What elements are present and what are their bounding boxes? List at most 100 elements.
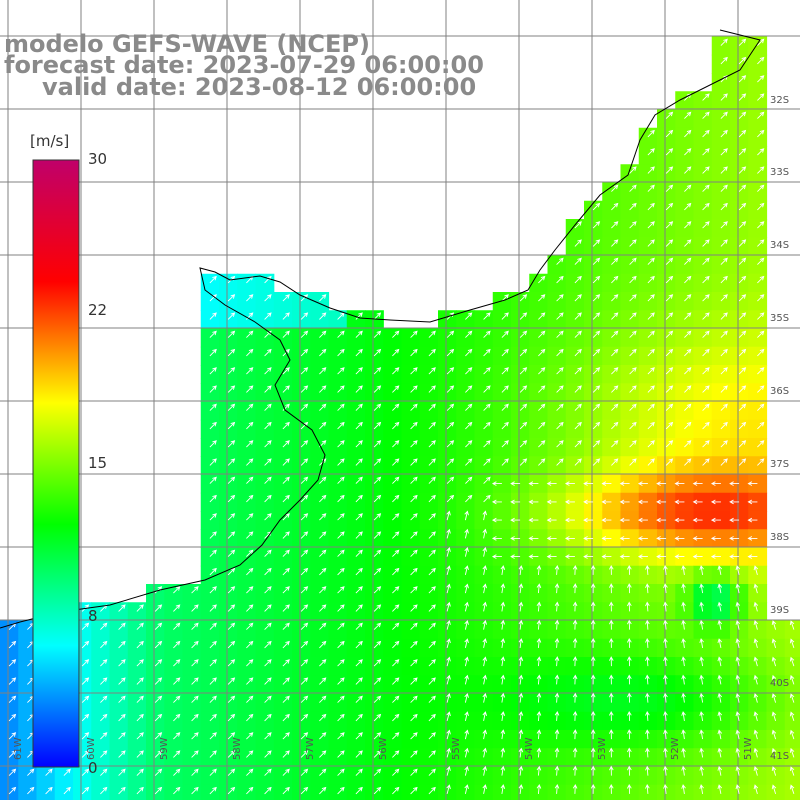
wind-arrow bbox=[601, 517, 612, 523]
wind-arrow bbox=[355, 312, 363, 320]
wind-arrow bbox=[583, 481, 594, 486]
wind-arrow bbox=[702, 330, 710, 338]
wind-arrow bbox=[465, 348, 473, 357]
wind-arrow bbox=[446, 458, 455, 466]
wind-speed-cell bbox=[711, 584, 731, 603]
wind-arrow bbox=[373, 385, 382, 393]
wind-speed-cell bbox=[638, 365, 658, 384]
wind-speed-cell bbox=[182, 620, 202, 640]
wind-speed-cell bbox=[675, 766, 695, 786]
wind-arrow bbox=[300, 713, 309, 722]
wind-arrow bbox=[373, 677, 382, 685]
wind-arrow bbox=[410, 403, 418, 411]
wind-arrow bbox=[191, 768, 199, 776]
lon-label-55w: 55W bbox=[451, 737, 462, 760]
wind-arrow bbox=[428, 513, 436, 521]
wind-speed-cell bbox=[346, 474, 366, 494]
wind-arrow bbox=[592, 275, 601, 284]
wind-speed-cell bbox=[584, 675, 603, 695]
wind-speed-cell bbox=[273, 292, 293, 311]
wind-arrow bbox=[410, 768, 418, 776]
wind-speed-cell bbox=[474, 547, 494, 567]
wind-arrow bbox=[757, 148, 765, 156]
wind-arrow bbox=[246, 367, 254, 375]
wind-arrow bbox=[757, 221, 765, 229]
wind-speed-cell bbox=[711, 292, 731, 311]
wind-arrow bbox=[227, 367, 236, 375]
wind-speed-cell bbox=[602, 237, 622, 257]
wind-speed-cell bbox=[200, 711, 220, 731]
wind-arrow bbox=[428, 786, 436, 795]
wind-arrow bbox=[282, 458, 290, 466]
wind-speed-cell bbox=[310, 511, 330, 530]
wind-arrow bbox=[692, 499, 703, 505]
wind-arrow bbox=[564, 499, 575, 505]
wind-arrow bbox=[538, 294, 546, 302]
wind-speed-cell bbox=[638, 164, 658, 184]
wind-arrow bbox=[392, 732, 400, 740]
wind-arrow bbox=[735, 729, 741, 740]
wind-arrow bbox=[699, 729, 704, 740]
wind-speed-cell bbox=[602, 511, 622, 530]
wind-speed-cell bbox=[547, 693, 567, 713]
wind-arrow bbox=[373, 604, 382, 612]
wind-arrow bbox=[392, 476, 400, 484]
wind-speed-cell bbox=[711, 383, 731, 403]
wind-speed-cell bbox=[602, 657, 622, 676]
wind-speed-cell bbox=[383, 438, 403, 457]
wind-arrow bbox=[337, 677, 345, 685]
wind-arrow bbox=[246, 294, 254, 302]
wind-arrow bbox=[738, 239, 747, 247]
lat-label-34s: 34S bbox=[770, 240, 790, 251]
wind-speed-cell bbox=[401, 584, 421, 603]
wind-arrow bbox=[373, 659, 382, 667]
wind-arrow bbox=[300, 586, 309, 594]
wind-arrow bbox=[757, 184, 765, 192]
wind-arrow bbox=[554, 583, 560, 594]
wind-arrow bbox=[735, 747, 741, 758]
wind-speed-cell bbox=[657, 438, 676, 457]
wind-arrow bbox=[227, 513, 236, 521]
wind-arrow bbox=[410, 458, 418, 466]
wind-arrow bbox=[574, 348, 582, 357]
wind-speed-cell bbox=[310, 711, 330, 731]
wind-arrow bbox=[729, 554, 740, 559]
wind-speed-cell bbox=[383, 711, 403, 731]
colorbar-tick-30: 30 bbox=[88, 150, 108, 168]
wind-arrow bbox=[118, 640, 126, 649]
wind-speed-cell bbox=[456, 565, 476, 585]
wind-speed-cell bbox=[675, 547, 695, 567]
wind-speed-cell bbox=[474, 730, 494, 749]
wind-arrow bbox=[665, 440, 674, 448]
wind-speed-cell bbox=[273, 383, 293, 403]
wind-arrow bbox=[282, 440, 290, 448]
wind-arrow bbox=[337, 567, 345, 576]
wind-arrow bbox=[136, 677, 144, 685]
wind-speed-cell bbox=[419, 328, 439, 348]
wind-arrow bbox=[519, 330, 528, 338]
wind-arrow bbox=[536, 674, 542, 685]
wind-arrow bbox=[720, 257, 728, 265]
wind-arrow bbox=[300, 786, 309, 795]
wind-speed-cell bbox=[748, 328, 768, 348]
wind-arrow bbox=[355, 768, 363, 776]
wind-speed-cell bbox=[474, 711, 494, 731]
wind-speed-cell bbox=[730, 547, 749, 567]
wind-arrow bbox=[81, 622, 90, 630]
wind-arrow bbox=[154, 604, 163, 612]
wind-arrow bbox=[699, 711, 704, 721]
wind-speed-cell bbox=[638, 237, 658, 257]
wind-speed-cell bbox=[675, 456, 695, 476]
wind-speed-cell bbox=[748, 127, 768, 147]
wind-arrow bbox=[665, 385, 674, 393]
wind-arrow bbox=[227, 604, 236, 612]
wind-speed-cell bbox=[401, 438, 421, 457]
wind-speed-cell bbox=[693, 146, 713, 165]
wind-speed-cell bbox=[638, 638, 658, 658]
wind-arrow bbox=[392, 713, 400, 722]
wind-arrow bbox=[626, 710, 632, 721]
wind-speed-cell bbox=[310, 328, 330, 348]
wind-speed-cell bbox=[511, 766, 530, 786]
wind-arrow bbox=[319, 695, 327, 703]
wind-arrow bbox=[246, 549, 254, 557]
